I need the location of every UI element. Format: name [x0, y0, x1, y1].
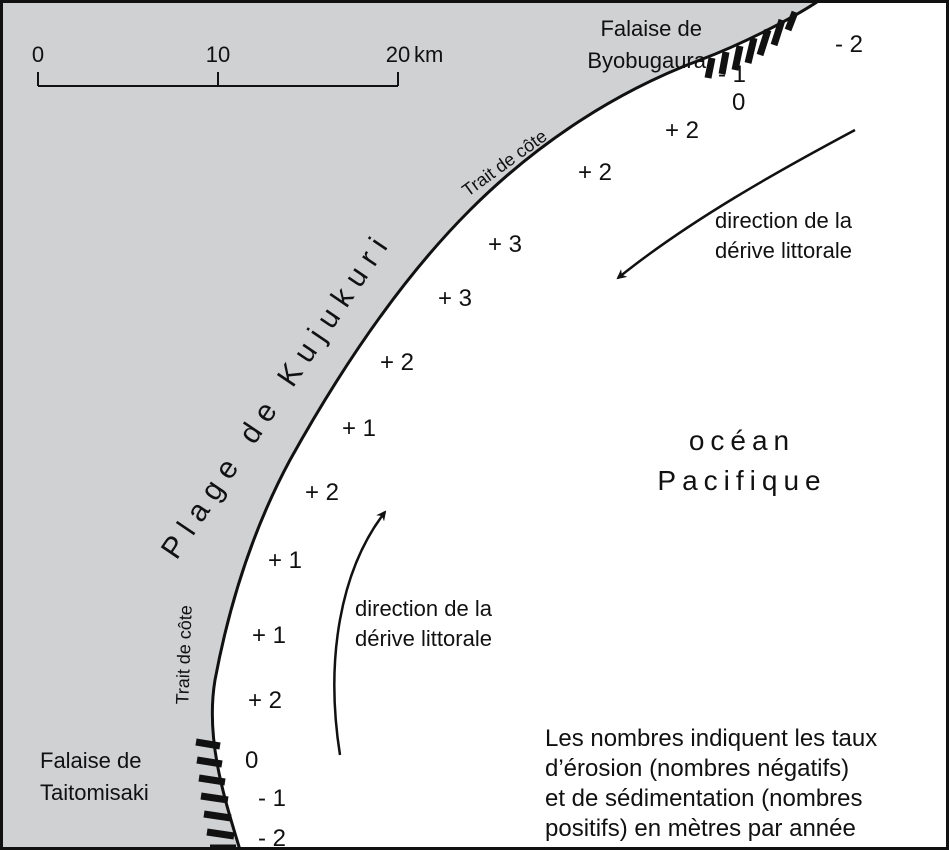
drift-arrow	[333, 510, 387, 756]
rate-label: + 1	[268, 547, 302, 574]
drift-label: direction de la	[355, 596, 493, 621]
scale-bar	[37, 72, 399, 87]
note: d’érosion (nombres négatifs)	[545, 755, 849, 782]
coastline-label: Trait de côte	[172, 605, 195, 705]
rate-label: - 2	[835, 31, 863, 58]
ocean-label: océan	[689, 425, 795, 456]
drift-label: dérive littorale	[355, 626, 492, 651]
drift-arrow	[616, 128, 856, 280]
rate-label: + 2	[305, 479, 339, 506]
rate-label: + 2	[248, 687, 282, 714]
ocean-label: Pacifique	[657, 465, 826, 496]
rate-label: + 1	[252, 622, 286, 649]
scale-tick: 10	[206, 42, 230, 67]
drift-label: direction de la	[715, 208, 853, 233]
rate-label: + 3	[488, 231, 522, 258]
rates: - 2- 10+ 2+ 2+ 3+ 3+ 2+ 1+ 2+ 1+ 1+ 20- …	[245, 31, 863, 850]
note: positifs) en mètres par année	[545, 815, 856, 842]
note: et de sédimentation (nombres	[545, 785, 863, 812]
cliff-label: Taitomisaki	[40, 780, 149, 805]
scale-unit: km	[414, 42, 443, 67]
note: Les nombres indiquent les taux	[545, 725, 877, 752]
cliff-label: Falaise de	[40, 748, 142, 773]
rate-label: 0	[732, 89, 745, 116]
scale-tick: 0	[32, 42, 44, 67]
rate-label: 0	[245, 747, 258, 774]
rate-label: + 2	[665, 117, 699, 144]
north-cliff-hatch	[704, 10, 799, 79]
cliff-label: Falaise de	[600, 16, 702, 41]
scale-tick: 20	[386, 42, 410, 67]
coastline	[210, 0, 821, 850]
rate-label: - 1	[718, 61, 746, 88]
rate-label: + 2	[380, 349, 414, 376]
rate-label: - 1	[258, 785, 286, 812]
rate-label: + 2	[578, 159, 612, 186]
land	[0, 0, 820, 850]
rate-label: - 2	[258, 825, 286, 850]
cliff-label: Byobugaura	[587, 48, 706, 73]
rate-label: + 1	[342, 415, 376, 442]
drift-label: dérive littorale	[715, 238, 852, 263]
rate-label: + 3	[438, 285, 472, 312]
